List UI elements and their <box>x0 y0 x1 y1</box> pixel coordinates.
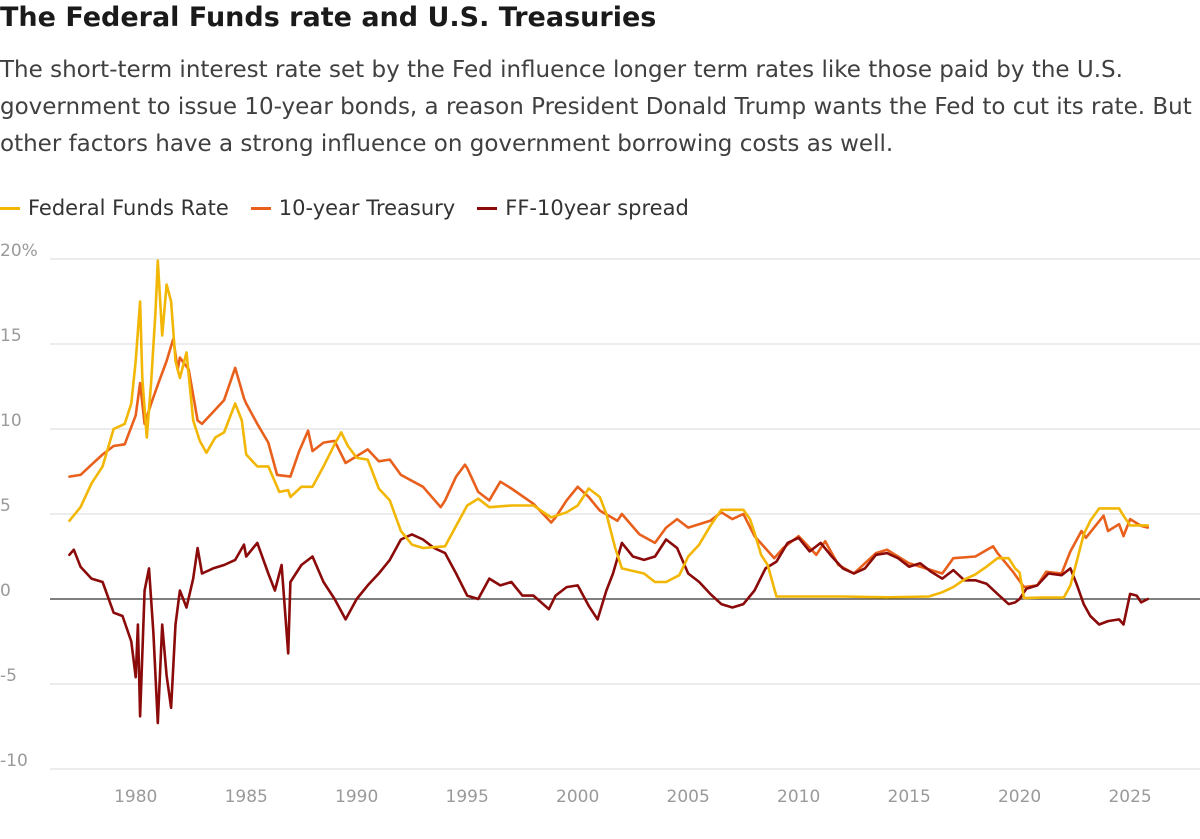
y-tick-label: 10 <box>0 411 22 431</box>
line-chart: 20% 15 10 5 0 -5 -10 1980 1985 1990 1995 2000 2005 20… <box>0 241 1200 807</box>
x-tick-label: 2025 <box>1108 787 1151 807</box>
x-tick-label: 1980 <box>114 787 157 807</box>
legend-swatch-spread <box>477 206 498 210</box>
legend-label-spread: FF-10year spread <box>505 196 689 220</box>
legend-swatch-fed-funds <box>0 206 20 210</box>
x-tick-label: 2010 <box>777 787 820 807</box>
10-year-treasury-line <box>68 337 1150 589</box>
y-tick-label: 5 <box>0 496 11 516</box>
legend-item-spread: FF-10year spread <box>477 196 689 220</box>
legend-label-fed-funds: Federal Funds Rate <box>28 196 229 220</box>
chart-legend: Federal Funds Rate 10-year Treasury FF-1… <box>0 193 711 223</box>
axis-labels: 20% 15 10 5 0 -5 -10 1980 1985 1990 1995 2000 2005 20… <box>0 241 1152 807</box>
y-tick-label: -5 <box>0 666 17 686</box>
x-tick-label: 2020 <box>998 787 1041 807</box>
x-tick-label: 2005 <box>667 787 710 807</box>
legend-item-10-year: 10-year Treasury <box>250 196 456 220</box>
legend-label-10-year: 10-year Treasury <box>278 196 456 220</box>
x-tick-label: 2015 <box>888 787 931 807</box>
ff-10year-spread-line <box>68 533 1150 725</box>
grid-lines <box>50 258 1200 770</box>
legend-swatch-10-year <box>250 206 271 210</box>
fed-funds-rate-line <box>68 259 1150 600</box>
chart-subtitle: The short-term interest rate set by the … <box>0 57 1192 157</box>
x-tick-label: 1985 <box>225 787 268 807</box>
x-tick-label: 2000 <box>556 787 599 807</box>
y-tick-label: 15 <box>0 326 22 346</box>
y-tick-label: 20% <box>0 241 38 261</box>
y-tick-label: 0 <box>0 581 11 601</box>
x-tick-label: 1990 <box>335 787 378 807</box>
legend-item-fed-funds: Federal Funds Rate <box>0 196 229 220</box>
y-tick-label: -10 <box>0 751 28 771</box>
x-tick-label: 1995 <box>446 787 489 807</box>
series-lines <box>68 259 1150 725</box>
chart-title: The Federal Funds rate and U.S. Treasuri… <box>0 2 657 33</box>
